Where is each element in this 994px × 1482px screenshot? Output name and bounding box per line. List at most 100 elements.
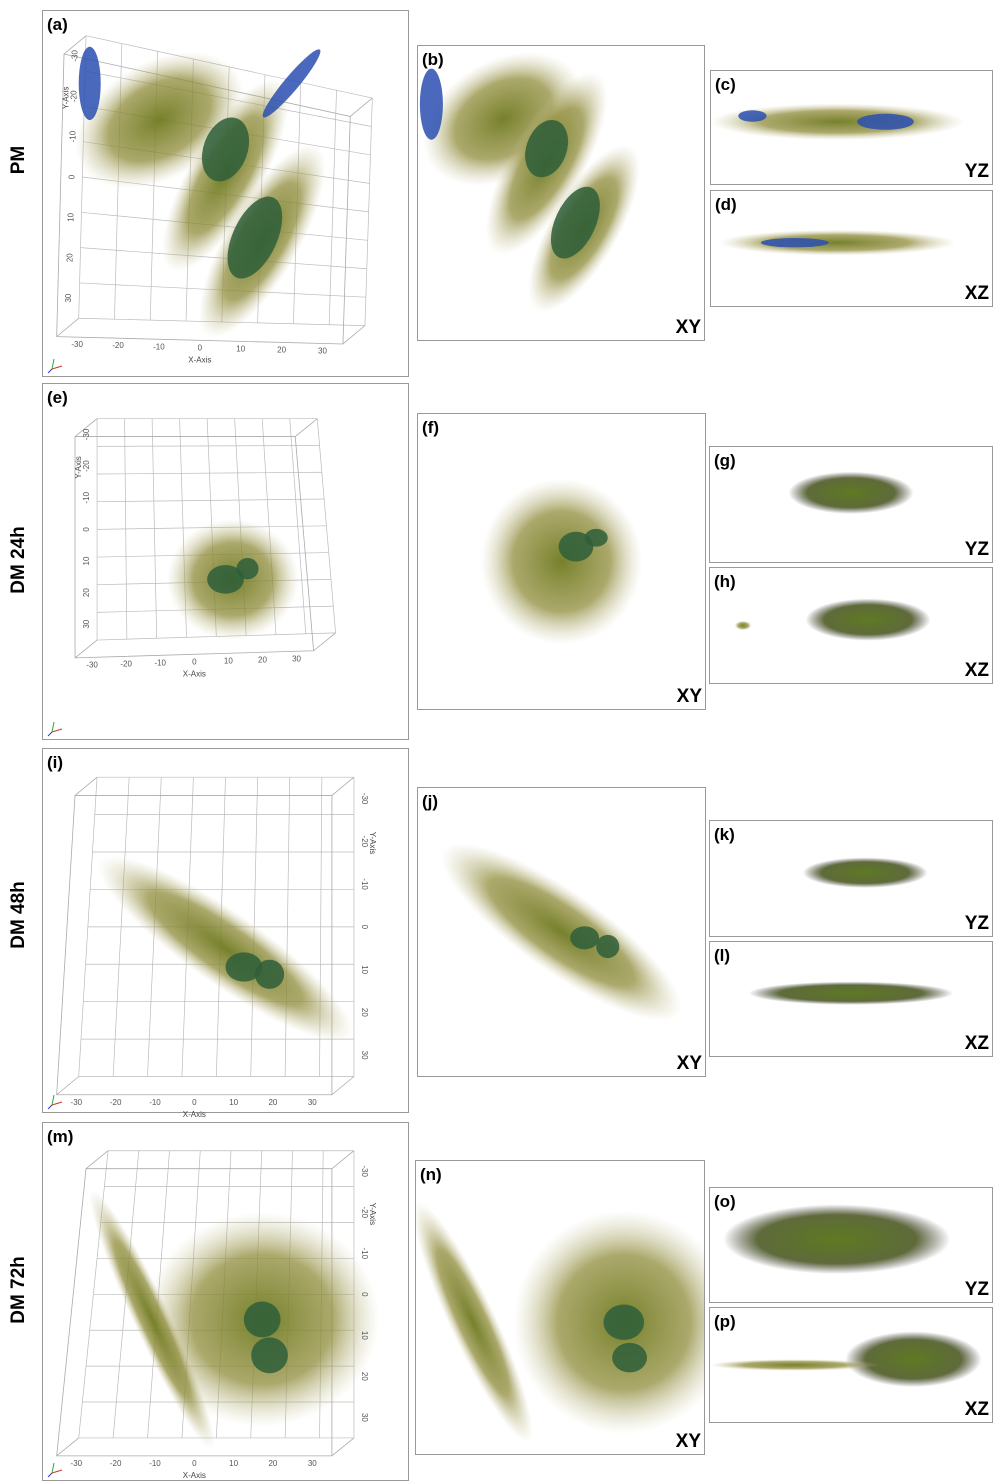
x-tick-label: 10: [236, 344, 245, 353]
cell: [789, 472, 914, 514]
view-label: XY: [676, 317, 702, 338]
micrograph: [710, 103, 965, 140]
y-tick-label: -30: [360, 793, 369, 805]
y-tick-label: 10: [360, 965, 369, 974]
micrograph: [803, 857, 928, 887]
panel-label: (n): [420, 1165, 442, 1184]
cell: [723, 1204, 950, 1274]
panel: (k)YZ: [710, 821, 993, 937]
x-tick-label: 30: [292, 654, 301, 663]
nucleus: [420, 69, 443, 140]
panel-label: (a): [47, 15, 68, 34]
nucleus: [761, 238, 829, 247]
view-label: XY: [676, 1431, 702, 1452]
y-axis-title: Y-Axis: [74, 456, 83, 478]
x-axis-title: X-Axis: [183, 1110, 206, 1119]
view-label: XZ: [965, 283, 990, 304]
cell: [481, 478, 643, 644]
y-tick-label: 0: [67, 174, 76, 179]
y-tick-label: -30: [71, 50, 80, 62]
panel-label: (f): [422, 418, 439, 437]
x-tick-label: -10: [154, 658, 166, 667]
panel-label: (p): [714, 1312, 736, 1331]
nucleus: [255, 960, 284, 989]
y-tick-label: -20: [360, 836, 369, 848]
nucleus: [596, 935, 619, 958]
view-label: YZ: [965, 1279, 990, 1300]
micrograph: [789, 472, 914, 514]
y-tick-label: 20: [65, 253, 74, 262]
x-tick-label: 30: [318, 346, 327, 355]
nucleus: [570, 926, 599, 949]
x-tick-label: -10: [153, 342, 165, 351]
panel: (p)XZ: [709, 1308, 993, 1423]
y-tick-label: 10: [82, 556, 91, 565]
y-tick-label: 20: [82, 588, 91, 597]
view-label: XY: [677, 1053, 703, 1074]
x-axis-title: X-Axis: [183, 1471, 206, 1480]
y-axis-title: Y-Axis: [61, 87, 70, 109]
panel-label: (c): [715, 75, 736, 94]
panel: (i)-30-20-100102030X-Axis-30-20-10010203…: [43, 749, 409, 1119]
y-tick-label: -10: [360, 1248, 369, 1260]
panel-label: (h): [714, 572, 736, 591]
y-tick-label: -20: [82, 460, 91, 472]
panel-label: (d): [715, 195, 737, 214]
nucleus: [79, 47, 101, 120]
panel-label: (e): [47, 388, 68, 407]
panel-label: (m): [47, 1127, 73, 1146]
x-tick-label: 30: [308, 1098, 317, 1107]
row-label: PM: [8, 146, 29, 175]
x-axis-title: X-Axis: [183, 669, 206, 678]
y-tick-label: 20: [360, 1372, 369, 1381]
cell: [845, 1331, 981, 1387]
view-label: YZ: [965, 539, 990, 560]
panel: (c) YZ: [710, 71, 993, 185]
y-tick-label: 20: [360, 1008, 369, 1017]
x-tick-label: 0: [192, 657, 197, 666]
panel: (o)YZ: [710, 1188, 993, 1303]
cell: [710, 103, 965, 140]
figure: PM (a) -30 -20 -10 0 10 20 30 X-Axis -30 -20 -10 0 10 2…: [0, 0, 994, 1482]
x-tick-label: 20: [268, 1459, 277, 1468]
view-label: YZ: [965, 161, 990, 182]
nucleus: [244, 1302, 281, 1338]
panel-label: (j): [422, 792, 438, 811]
x-tick-label: -20: [110, 1459, 122, 1468]
y-tick-label: -30: [360, 1165, 369, 1177]
x-tick-label: -10: [149, 1459, 161, 1468]
y-axis-title: Y-Axis: [368, 832, 377, 854]
panel: (h)XZ: [710, 568, 993, 684]
y-tick-label: -10: [68, 130, 77, 142]
cell: [735, 621, 752, 630]
y-tick-label: -20: [69, 90, 78, 102]
x-tick-label: -20: [112, 341, 124, 350]
micrograph: [723, 1204, 950, 1274]
x-tick-label: -10: [149, 1098, 161, 1107]
x-tick-label: -30: [71, 340, 83, 349]
nucleus: [612, 1343, 647, 1373]
panel: (f) XY: [418, 414, 706, 710]
view-label: XY: [677, 686, 703, 707]
x-tick-label: -30: [71, 1459, 83, 1468]
panel-label: (g): [714, 451, 736, 470]
y-tick-label: -30: [82, 428, 91, 440]
x-tick-label: -20: [120, 659, 132, 668]
x-tick-label: 0: [192, 1459, 197, 1468]
y-tick-label: 30: [360, 1051, 369, 1060]
panel-label: (k): [714, 825, 735, 844]
y-tick-label: 0: [360, 1292, 369, 1297]
panel: (d) XZ: [711, 191, 993, 307]
x-tick-label: -30: [71, 1098, 83, 1107]
y-tick-label: 30: [360, 1413, 369, 1422]
y-tick-label: 30: [82, 619, 91, 628]
x-tick-label: 10: [229, 1459, 238, 1468]
cell: [718, 230, 956, 256]
x-tick-label: -30: [86, 660, 98, 669]
y-tick-label: -20: [360, 1206, 369, 1218]
panel-label: (i): [47, 753, 63, 772]
panel-label: (l): [714, 946, 730, 965]
x-tick-label: 0: [198, 343, 203, 352]
